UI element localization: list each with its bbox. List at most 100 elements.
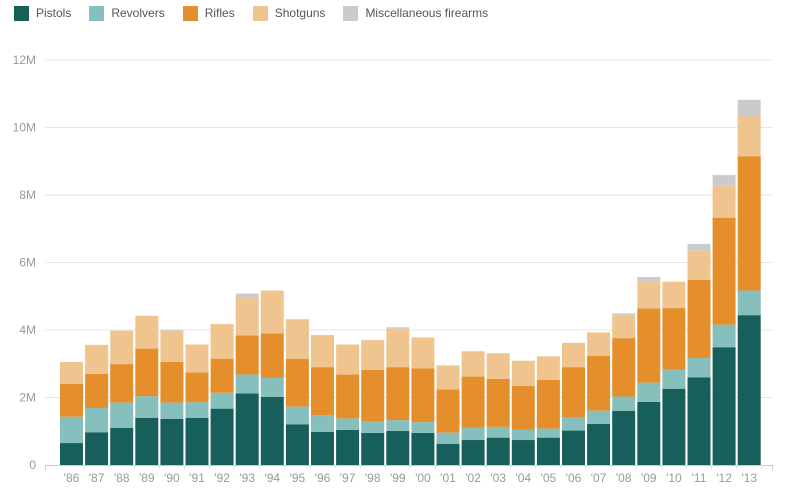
- bar-segment-revolvers[interactable]: [511, 429, 535, 441]
- bar-segment-revolvers[interactable]: [712, 324, 736, 348]
- bar-segment-shotguns[interactable]: [160, 330, 184, 362]
- bar-segment-rifles[interactable]: [285, 359, 309, 407]
- bar-segment-rifles[interactable]: [386, 367, 410, 421]
- bar-segment-shotguns[interactable]: [612, 315, 636, 339]
- bar-segment-revolvers[interactable]: [486, 426, 510, 438]
- bar-segment-rifles[interactable]: [687, 279, 711, 359]
- bar-segment-pistols[interactable]: [536, 437, 560, 465]
- bar-segment-pistols[interactable]: [411, 432, 435, 465]
- legend-item-shotguns[interactable]: Shotguns: [252, 5, 325, 21]
- bar-segment-pistols[interactable]: [185, 417, 209, 465]
- bar-segment-rifles[interactable]: [361, 369, 385, 422]
- bar-segment-pistols[interactable]: [511, 440, 535, 465]
- bar-stack[interactable]: [285, 319, 309, 466]
- bar-segment-pistols[interactable]: [336, 429, 360, 465]
- bar-stack[interactable]: [411, 337, 435, 465]
- bar-segment-rifles[interactable]: [511, 386, 535, 430]
- bar-segment-rifles[interactable]: [737, 156, 761, 291]
- bar-segment-pistols[interactable]: [562, 430, 585, 465]
- bar-segment-pistols[interactable]: [662, 388, 686, 465]
- bar-segment-revolvers[interactable]: [311, 415, 334, 432]
- bar-segment-shotguns[interactable]: [85, 344, 109, 374]
- bar-segment-pistols[interactable]: [60, 443, 83, 465]
- bar-segment-rifles[interactable]: [411, 368, 435, 423]
- bar-stack[interactable]: [386, 327, 410, 465]
- bar-segment-revolvers[interactable]: [461, 427, 485, 441]
- bar-segment-shotguns[interactable]: [436, 365, 460, 390]
- bar-segment-pistols[interactable]: [135, 417, 159, 465]
- bar-segment-pistols[interactable]: [587, 423, 611, 465]
- bar-segment-pistols[interactable]: [486, 437, 510, 465]
- bar-segment-rifles[interactable]: [260, 333, 284, 378]
- bar-segment-pistols[interactable]: [637, 401, 661, 465]
- bar-segment-revolvers[interactable]: [662, 369, 686, 389]
- bar-segment-pistols[interactable]: [687, 377, 711, 465]
- legend-item-misc[interactable]: Miscellaneous firearms: [343, 5, 488, 21]
- bar-segment-revolvers[interactable]: [110, 402, 134, 428]
- bar-segment-revolvers[interactable]: [386, 420, 410, 431]
- bar-segment-revolvers[interactable]: [361, 421, 385, 433]
- bar-stack[interactable]: [260, 290, 284, 465]
- bar-segment-shotguns[interactable]: [235, 296, 259, 336]
- bar-segment-pistols[interactable]: [737, 315, 761, 465]
- bar-segment-shotguns[interactable]: [185, 344, 209, 373]
- bar-stack[interactable]: [361, 340, 385, 465]
- bar-segment-revolvers[interactable]: [235, 374, 259, 394]
- bar-segment-pistols[interactable]: [361, 432, 385, 465]
- bar-stack[interactable]: [85, 344, 109, 465]
- bar-segment-revolvers[interactable]: [411, 422, 435, 433]
- bar-segment-shotguns[interactable]: [386, 328, 410, 368]
- bar-segment-rifles[interactable]: [587, 355, 611, 411]
- bar-segment-pistols[interactable]: [386, 430, 410, 465]
- bar-segment-shotguns[interactable]: [687, 250, 711, 280]
- bar-segment-rifles[interactable]: [461, 376, 485, 428]
- bar-segment-pistols[interactable]: [461, 440, 485, 465]
- bar-segment-rifles[interactable]: [436, 389, 460, 433]
- bar-segment-revolvers[interactable]: [135, 396, 159, 418]
- bar-segment-revolvers[interactable]: [637, 382, 661, 402]
- bar-segment-revolvers[interactable]: [210, 392, 234, 409]
- bar-stack[interactable]: [687, 243, 711, 465]
- bar-segment-shotguns[interactable]: [637, 281, 661, 309]
- bar-segment-revolvers[interactable]: [737, 290, 761, 316]
- bar-segment-pistols[interactable]: [285, 424, 309, 466]
- bar-segment-revolvers[interactable]: [285, 406, 309, 425]
- bar-segment-rifles[interactable]: [135, 348, 159, 397]
- bar-segment-revolvers[interactable]: [85, 407, 109, 433]
- bar-stack[interactable]: [436, 365, 460, 465]
- bar-segment-shotguns[interactable]: [411, 337, 435, 369]
- bar-stack[interactable]: [562, 342, 585, 465]
- bar-segment-revolvers[interactable]: [612, 396, 636, 411]
- bar-segment-shotguns[interactable]: [135, 315, 159, 349]
- bar-stack[interactable]: [60, 362, 83, 465]
- bar-segment-shotguns[interactable]: [562, 342, 585, 368]
- bar-stack[interactable]: [160, 329, 184, 465]
- bar-stack[interactable]: [210, 323, 234, 465]
- bar-segment-shotguns[interactable]: [210, 323, 234, 359]
- bar-segment-revolvers[interactable]: [185, 402, 209, 418]
- bar-segment-revolvers[interactable]: [336, 418, 360, 430]
- bar-segment-shotguns[interactable]: [110, 330, 134, 365]
- bar-stack[interactable]: [737, 99, 761, 465]
- legend-item-pistols[interactable]: Pistols: [14, 5, 71, 21]
- bar-segment-shotguns[interactable]: [260, 290, 284, 334]
- bar-segment-rifles[interactable]: [712, 217, 736, 325]
- bar-segment-revolvers[interactable]: [562, 417, 585, 431]
- bar-segment-revolvers[interactable]: [260, 377, 284, 397]
- bar-segment-shotguns[interactable]: [285, 319, 309, 360]
- bar-stack[interactable]: [336, 344, 360, 465]
- bar-stack[interactable]: [511, 360, 535, 465]
- bar-segment-shotguns[interactable]: [712, 185, 736, 218]
- bar-segment-shotguns[interactable]: [737, 116, 761, 157]
- bar-stack[interactable]: [536, 356, 560, 465]
- legend-item-revolvers[interactable]: Revolvers: [89, 5, 165, 21]
- bar-segment-miscellaneous-firearms[interactable]: [235, 293, 259, 297]
- legend-item-rifles[interactable]: Rifles: [182, 5, 235, 21]
- bar-segment-rifles[interactable]: [110, 364, 134, 403]
- bar-segment-rifles[interactable]: [612, 338, 636, 397]
- bar-segment-pistols[interactable]: [712, 347, 736, 465]
- bar-stack[interactable]: [461, 351, 485, 465]
- bar-segment-miscellaneous-firearms[interactable]: [386, 327, 410, 329]
- bar-segment-rifles[interactable]: [536, 379, 560, 429]
- bar-stack[interactable]: [110, 330, 134, 465]
